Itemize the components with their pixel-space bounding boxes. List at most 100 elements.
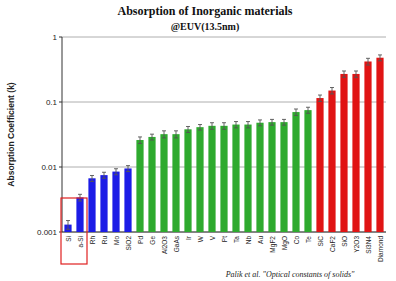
x-tick-label: Si [65, 236, 72, 242]
x-tick-label: SiC [317, 236, 324, 247]
error-cap [174, 137, 178, 138]
error-bar [330, 88, 334, 94]
error-stem [344, 71, 345, 77]
x-tick-label: Si3N4 [365, 236, 372, 254]
error-cap [126, 165, 130, 166]
error-stem [68, 221, 69, 230]
error-stem [320, 95, 321, 101]
x-tick-label: Pd [137, 236, 144, 244]
bar [280, 122, 287, 232]
bar [172, 134, 179, 232]
bar [364, 61, 371, 232]
error-stem [200, 125, 201, 131]
bar [232, 125, 239, 232]
error-stem [176, 131, 177, 138]
bar [304, 110, 311, 232]
error-stem [188, 126, 189, 132]
background [0, 0, 396, 281]
x-tick-label: Rh [89, 236, 96, 245]
x-tick-label: Mo [113, 236, 120, 245]
error-cap [78, 194, 82, 195]
error-cap [354, 70, 358, 71]
grid-line [62, 102, 386, 103]
error-cap [222, 129, 226, 130]
error-bar [366, 58, 370, 65]
error-bar [258, 120, 262, 126]
error-cap [102, 178, 106, 179]
bar [328, 91, 335, 232]
error-cap [78, 200, 82, 201]
bar [244, 125, 251, 232]
bars [64, 55, 383, 232]
error-bar [126, 166, 130, 172]
error-cap [378, 54, 382, 55]
error-bar [210, 123, 214, 130]
error-cap [210, 122, 214, 123]
bar [112, 172, 119, 232]
y-axis-label: Absorption Coefficient (k) [6, 82, 16, 187]
error-cap [198, 124, 202, 125]
bar [268, 122, 275, 232]
x-tick-label: W [197, 235, 204, 242]
error-cap [294, 109, 298, 110]
bar [316, 98, 323, 232]
error-bar [234, 122, 238, 128]
bar [376, 58, 383, 232]
x-tick-label: a-Si [77, 236, 84, 248]
x-tick-label: Pt [221, 236, 228, 242]
error-stem [356, 71, 357, 77]
error-stem [128, 166, 129, 172]
error-stem [140, 137, 141, 144]
error-cap [138, 143, 142, 144]
error-bar [318, 95, 322, 101]
bar [88, 178, 95, 232]
error-cap [354, 77, 358, 78]
error-cap [162, 137, 166, 138]
subtitle: @EUV(13.5nm) [171, 21, 239, 33]
x-tick-label: Ta [233, 236, 240, 243]
x-tick-label: Te [305, 236, 312, 243]
error-cap [258, 125, 262, 126]
error-cap [150, 134, 154, 135]
error-cap [306, 107, 310, 108]
x-tick-label: Co [293, 236, 300, 245]
error-cap [186, 126, 190, 127]
error-cap [318, 101, 322, 102]
error-bar [162, 131, 166, 138]
error-cap [246, 121, 250, 122]
error-bar [246, 122, 250, 128]
error-cap [66, 229, 70, 230]
title: Absorption of Inorganic materials [118, 4, 293, 18]
error-bar [198, 125, 202, 131]
error-cap [378, 60, 382, 61]
error-cap [138, 136, 142, 137]
error-cap [66, 220, 70, 221]
error-cap [246, 127, 250, 128]
error-cap [174, 130, 178, 131]
error-bar [174, 131, 178, 138]
bar [208, 126, 215, 232]
error-cap [210, 129, 214, 130]
error-cap [162, 130, 166, 131]
error-cap [282, 125, 286, 126]
error-bar [354, 71, 358, 77]
error-cap [330, 87, 334, 88]
error-bar [114, 169, 118, 175]
y-axis [62, 37, 63, 232]
error-cap [126, 171, 130, 172]
error-cap [366, 58, 370, 59]
error-cap [342, 77, 346, 78]
error-cap [342, 70, 346, 71]
error-cap [366, 65, 370, 66]
x-tick-label: Diamond [377, 236, 384, 262]
error-bar [150, 134, 154, 140]
error-stem [116, 169, 117, 175]
error-stem [92, 175, 93, 181]
error-cap [306, 113, 310, 114]
x-tick-label: V [209, 235, 216, 240]
error-stem [152, 134, 153, 140]
highlight-box [61, 198, 87, 264]
error-stem [272, 119, 273, 125]
bar [220, 126, 227, 232]
error-cap [270, 119, 274, 120]
